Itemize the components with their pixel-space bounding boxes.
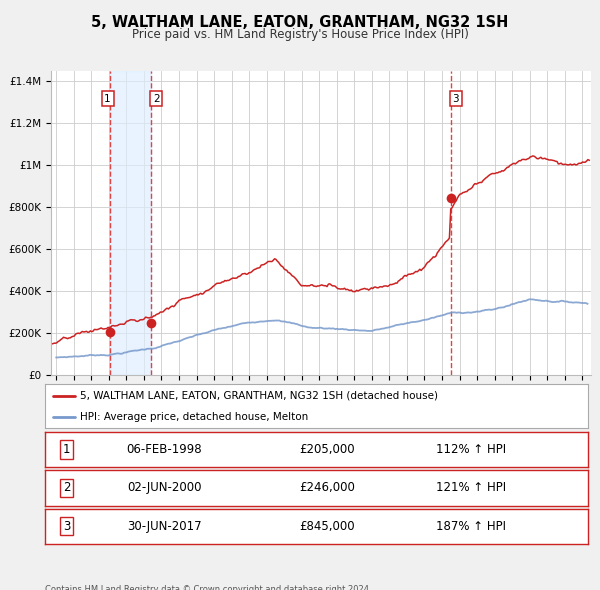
Text: 1: 1	[63, 443, 70, 456]
Text: HPI: Average price, detached house, Melton: HPI: Average price, detached house, Melt…	[80, 412, 308, 422]
Text: 3: 3	[452, 94, 459, 104]
Bar	[110, 71, 151, 375]
Text: 06-FEB-1998: 06-FEB-1998	[127, 443, 202, 456]
Text: 2: 2	[153, 94, 160, 104]
Text: 187% ↑ HPI: 187% ↑ HPI	[436, 520, 506, 533]
Text: £845,000: £845,000	[299, 520, 355, 533]
Text: 1: 1	[104, 94, 111, 104]
Text: 112% ↑ HPI: 112% ↑ HPI	[436, 443, 506, 456]
Text: 5, WALTHAM LANE, EATON, GRANTHAM, NG32 1SH (detached house): 5, WALTHAM LANE, EATON, GRANTHAM, NG32 1…	[80, 391, 438, 401]
Text: 5, WALTHAM LANE, EATON, GRANTHAM, NG32 1SH: 5, WALTHAM LANE, EATON, GRANTHAM, NG32 1…	[91, 15, 509, 30]
Text: 3: 3	[63, 520, 70, 533]
Text: 02-JUN-2000: 02-JUN-2000	[127, 481, 202, 494]
Text: £205,000: £205,000	[299, 443, 355, 456]
Text: 30-JUN-2017: 30-JUN-2017	[127, 520, 202, 533]
Text: Contains HM Land Registry data © Crown copyright and database right 2024.: Contains HM Land Registry data © Crown c…	[45, 585, 371, 590]
Text: £246,000: £246,000	[299, 481, 355, 494]
Text: 121% ↑ HPI: 121% ↑ HPI	[436, 481, 506, 494]
Text: Price paid vs. HM Land Registry's House Price Index (HPI): Price paid vs. HM Land Registry's House …	[131, 28, 469, 41]
Text: 2: 2	[63, 481, 70, 494]
